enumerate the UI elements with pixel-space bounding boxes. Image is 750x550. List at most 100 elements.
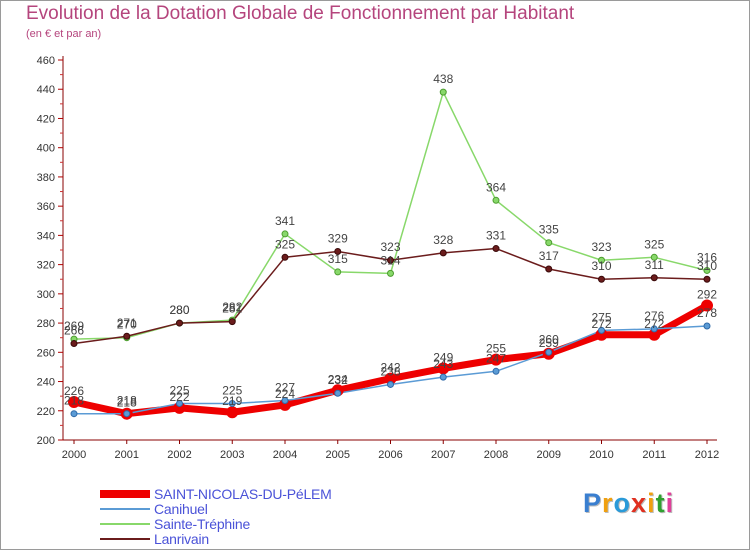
data-label-3: 269 [64,319,84,333]
series-point-4 [70,340,78,348]
data-label-4: 310 [697,259,717,273]
data-label-3: 364 [486,180,506,194]
series-point-4 [334,247,342,255]
data-label-1: 242 [380,361,400,375]
data-label-4: 266 [64,324,84,338]
data-label-2: 225 [169,383,189,397]
x-tick-label: 2011 [642,449,666,461]
series-point-2 [334,389,342,397]
series-point-3 [650,253,658,261]
data-label-3: 316 [697,250,717,264]
data-label-2: 225 [222,383,242,397]
data-label-3: 323 [591,240,611,254]
series-point-3 [439,88,447,96]
y-tick-label: 380 [37,172,55,184]
y-tick-label: 440 [37,84,55,96]
brand-letter: o [613,488,632,518]
data-label-1: 234 [328,372,348,386]
legend-swatch [100,538,150,540]
series-point-3 [334,268,342,276]
series-point-2 [123,410,131,418]
legend-label: Sainte-Tréphine [154,516,251,532]
brand-letter: t [655,488,666,518]
legend-label: SAINT-NICOLAS-DU-PéLEM [154,486,332,502]
series-point-2 [228,399,236,407]
y-tick-label: 200 [37,435,55,447]
brand-letter: i [665,488,675,518]
data-label-1: 224 [275,387,295,401]
data-label-2: 218 [117,394,137,408]
data-label-2: 276 [644,309,664,323]
x-tick-label: 2005 [326,449,350,461]
series-point-4 [650,274,658,282]
data-label-2: 232 [328,373,348,387]
brand-letter: P [583,488,603,518]
x-tick-label: 2009 [537,449,561,461]
series-point-1 [490,353,502,366]
data-label-3: 335 [539,223,559,237]
data-label-1: 255 [486,342,506,356]
y-tick-label: 260 [37,347,55,359]
y-tick-label: 340 [37,230,55,242]
brand-letter: r [602,488,614,518]
data-label-1: 272 [591,317,611,331]
y-tick-label: 460 [37,55,55,67]
data-label-1: 218 [117,396,137,410]
data-label-4: 317 [539,249,559,263]
data-label-3: 282 [222,300,242,314]
series-point-4 [281,253,289,261]
data-label-4: 311 [645,258,664,272]
y-tick-label: 320 [37,260,55,272]
legend-label: Canihuel [154,501,208,517]
data-label-2: 278 [697,306,717,320]
x-tick-label: 2002 [167,449,191,461]
data-label-4: 331 [486,229,506,243]
series-point-2 [281,397,289,405]
series-point-2 [650,325,658,333]
data-label-1: 219 [222,394,242,408]
series-point-4 [387,256,394,264]
chart-subtitle: (en € et par an) [26,28,102,40]
brand-letter: i [647,488,656,518]
series-point-4 [439,249,447,257]
data-label-1: 272 [644,317,664,331]
data-label-4: 328 [433,233,453,247]
x-tick-label: 2012 [695,449,719,461]
data-label-2: 227 [275,381,295,395]
data-label-3: 325 [644,237,664,251]
x-tick-label: 2006 [378,449,402,461]
x-tick-label: 2008 [484,449,508,461]
y-tick-label: 360 [37,201,55,213]
series-point-4 [703,275,711,283]
data-label-3: 314 [380,253,400,267]
series-point-3 [703,266,711,274]
x-tick-label: 2003 [220,449,244,461]
data-label-4: 310 [591,259,611,273]
series-point-4 [598,275,605,283]
data-label-1: 292 [697,288,717,302]
series-point-4 [228,318,236,326]
data-label-4: 281 [222,302,242,316]
series-point-4 [545,265,553,273]
data-label-3: 280 [169,303,189,317]
data-label-1: 259 [539,336,559,350]
data-label-2: 260 [539,332,559,346]
data-label-4: 280 [169,303,189,317]
series-point-1 [68,396,80,408]
data-label-2: 218 [64,394,84,408]
x-tick-label: 2000 [62,449,86,461]
x-tick-label: 2001 [115,449,139,461]
series-point-2 [703,322,711,330]
legend-swatch [100,508,150,510]
data-label-4: 271 [117,316,137,330]
data-label-2: 243 [433,357,453,371]
series-point-3 [492,196,500,204]
series-point-3 [545,239,553,247]
data-label-2: 238 [380,364,400,378]
data-label-4: 329 [328,231,348,245]
series-point-1 [701,299,713,312]
series-point-2 [387,380,394,388]
y-tick-label: 220 [37,406,55,418]
